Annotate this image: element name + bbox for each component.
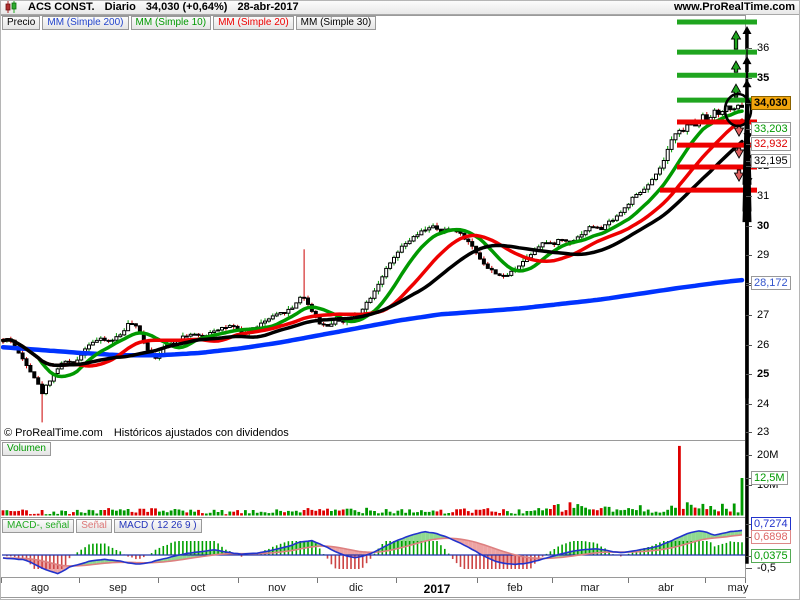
last-price-change: 34,030 (+0,64%) bbox=[145, 1, 228, 13]
legend-tab-2[interactable]: MM (Simple 10) bbox=[130, 16, 212, 30]
month-label-dic: dic bbox=[348, 582, 364, 594]
moving-average-lines bbox=[0, 109, 745, 379]
month-boundary-tick bbox=[317, 578, 318, 583]
price-panel[interactable] bbox=[0, 15, 746, 441]
axis-tick bbox=[746, 556, 752, 557]
timeframe-label: Diario bbox=[104, 1, 136, 13]
axis-tick bbox=[746, 255, 752, 256]
price-axis-label: 23 bbox=[757, 426, 770, 438]
month-label-mar: mar bbox=[580, 582, 600, 594]
month-label-feb: feb bbox=[507, 582, 523, 594]
axis-tick bbox=[746, 48, 752, 49]
copyright-text: © ProRealTime.com bbox=[4, 427, 103, 439]
month-label-may: may bbox=[727, 582, 749, 594]
axis-tick bbox=[746, 345, 752, 346]
axis-tick bbox=[746, 478, 752, 479]
axis-tick bbox=[746, 485, 752, 486]
time-axis-strip bbox=[0, 577, 746, 598]
level-label-33203: 33,203 bbox=[751, 122, 791, 136]
month-label-2017: 2017 bbox=[423, 582, 451, 596]
volume-bars bbox=[1, 445, 744, 516]
volume-tabs: Volumen bbox=[2, 442, 51, 456]
volume-axis-label: 20M bbox=[757, 449, 779, 461]
last-volume-label: 12,5M bbox=[751, 471, 788, 485]
month-boundary-tick bbox=[628, 578, 629, 583]
month-label-sep: sep bbox=[109, 582, 127, 594]
last-price-label: 34,030 bbox=[751, 96, 791, 110]
axis-tick bbox=[746, 196, 752, 197]
axis-tick bbox=[746, 315, 752, 316]
signal-value-label: 0,6898 bbox=[751, 530, 791, 544]
legend-tab-1[interactable]: MM (Simple 200) bbox=[42, 16, 129, 30]
axis-tick bbox=[746, 524, 752, 525]
axis-tick bbox=[746, 103, 752, 104]
price-axis-label: 26 bbox=[757, 339, 770, 351]
legend-tab-0[interactable]: Precio bbox=[2, 16, 41, 30]
macd-axis-label: -0,5 bbox=[757, 562, 776, 574]
axis-tick bbox=[746, 161, 752, 162]
legend-tab-3[interactable]: MM (Simple 20) bbox=[213, 16, 294, 30]
symbol-name: ACS CONST. bbox=[28, 1, 95, 13]
mm200-value-label: 28,172 bbox=[751, 276, 791, 290]
macd-tab-1[interactable]: Señal bbox=[76, 519, 112, 533]
price-axis-label: 30 bbox=[757, 220, 770, 232]
month-boundary-tick bbox=[158, 578, 159, 583]
axis-tick bbox=[746, 404, 752, 405]
legend-tab-4[interactable]: MM (Simple 30) bbox=[295, 16, 377, 30]
axis-tick bbox=[746, 166, 752, 167]
axis-tick bbox=[746, 78, 752, 79]
month-boundary-tick bbox=[552, 578, 553, 583]
axis-tick bbox=[746, 226, 752, 227]
month-boundary-tick bbox=[705, 578, 706, 583]
axis-tick bbox=[746, 283, 752, 284]
price-legend-tabs: Precio MM (Simple 200) MM (Simple 10) MM (S… bbox=[2, 16, 377, 30]
macd-tab-2[interactable]: MACD ( 12 26 9 ) bbox=[113, 519, 202, 533]
price-axis-label: 35 bbox=[757, 72, 770, 84]
candlestick-icon bbox=[5, 1, 18, 13]
price-axis-label: 25 bbox=[757, 368, 770, 380]
axis-tick bbox=[746, 568, 752, 569]
price-axis-label: 24 bbox=[757, 398, 770, 410]
axis-tick bbox=[746, 144, 752, 145]
analysis-annotations bbox=[660, 19, 757, 564]
title-bar: ACS CONST. Diario 34,030 (+0,64%) 28-abr… bbox=[0, 0, 800, 15]
axis-tick bbox=[746, 129, 752, 130]
axis-tick bbox=[746, 455, 752, 456]
price-candles bbox=[1, 101, 744, 423]
month-boundary-tick bbox=[745, 578, 746, 583]
quote-date: 28-abr-2017 bbox=[237, 1, 299, 13]
macd-tab-0[interactable]: MACD-, señal bbox=[2, 519, 75, 533]
axis-tick bbox=[746, 374, 752, 375]
price-axis-label: 31 bbox=[757, 190, 770, 202]
price-axis-label: 29 bbox=[757, 249, 770, 261]
month-label-nov: nov bbox=[268, 582, 286, 594]
price-axis-label: 27 bbox=[757, 309, 770, 321]
macd-tabs: MACD-, señal Señal MACD ( 12 26 9 ) bbox=[2, 519, 202, 533]
month-boundary-tick bbox=[477, 578, 478, 583]
level-label-32195: 32,195 bbox=[751, 154, 791, 168]
macd-value-label: 0,7274 bbox=[751, 517, 791, 531]
axis-tick bbox=[746, 537, 752, 538]
level-label-32932: 32,932 bbox=[751, 137, 791, 151]
macd-panel[interactable] bbox=[0, 517, 746, 578]
hist-value-label: 0,0375 bbox=[751, 549, 791, 563]
month-label-oct: oct bbox=[190, 582, 206, 594]
volume-tab[interactable]: Volumen bbox=[2, 442, 51, 456]
axis-tick bbox=[746, 285, 752, 286]
copyright-note: © ProRealTime.com Históricos ajustados c… bbox=[4, 427, 297, 439]
month-label-ago: ago bbox=[30, 582, 50, 594]
macd-plot bbox=[2, 529, 745, 575]
axis-tick bbox=[746, 432, 752, 433]
month-label-abr: abr bbox=[658, 582, 674, 594]
month-boundary-tick bbox=[79, 578, 80, 583]
month-boundary-tick bbox=[1, 578, 2, 583]
price-axis-label: 36 bbox=[757, 42, 770, 54]
dividends-note: Históricos ajustados con dividendos bbox=[113, 427, 289, 439]
month-boundary-tick bbox=[396, 578, 397, 583]
watermark: www.ProRealTime.com bbox=[673, 1, 795, 13]
month-boundary-tick bbox=[238, 578, 239, 583]
